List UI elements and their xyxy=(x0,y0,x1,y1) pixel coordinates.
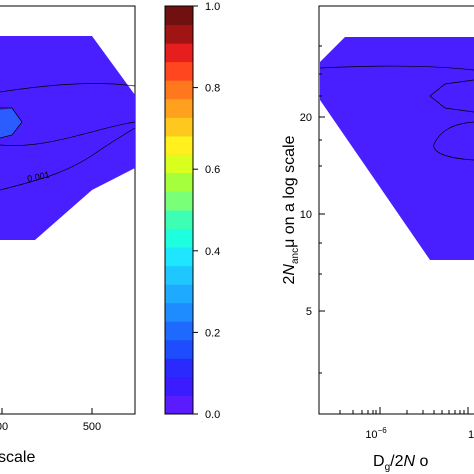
ylabel-n: N xyxy=(281,264,298,276)
colorbar-tick-label: 0.6 xyxy=(205,164,220,176)
colorbar-cell xyxy=(165,247,193,267)
colorbar-cell xyxy=(165,376,193,396)
ylabel-pre: 2 xyxy=(281,276,298,285)
xlabel-n: N xyxy=(403,453,415,470)
colorbar-cell xyxy=(165,43,193,63)
right-x-tick-label: 10−6 xyxy=(365,426,387,441)
colorbar-cell xyxy=(165,6,193,26)
right-y-ticks xyxy=(319,45,325,374)
right-contour-line-1 xyxy=(319,65,474,71)
colorbar: 1.0 0.8 0.6 0.4 0.2 0.0 xyxy=(164,1,220,421)
left-contour-line-2 xyxy=(0,107,23,139)
colorbar-frame xyxy=(164,5,194,415)
colorbar-tick-label: 0.8 xyxy=(205,83,220,95)
colorbar-tick-label: 0.2 xyxy=(205,327,220,339)
right-y-tick-label: 5 xyxy=(306,306,312,318)
colorbar-cell xyxy=(165,24,193,44)
left-contour-label: 0.001 xyxy=(26,169,50,183)
left-contour-line-3 xyxy=(0,121,136,146)
right-x-axis-label: Dg/2N o xyxy=(373,453,428,473)
ylabel-post: μ on a log scale xyxy=(281,135,298,248)
right-y-axis-label: 2Nancμ on a log scale xyxy=(281,135,301,284)
colorbar-cell xyxy=(165,358,193,378)
colorbar-tick-label: 0.4 xyxy=(205,246,220,258)
right-y-tick-label: 10 xyxy=(300,209,312,221)
left-x-tick-label: 500 xyxy=(83,421,101,433)
colorbar-cell xyxy=(165,302,193,322)
xlabel-sub: g xyxy=(385,462,391,473)
right-panel: 20 10 5 10−6 1 2Nancμ on a log scale xyxy=(281,5,474,473)
ylabel-sub: anc xyxy=(290,248,301,264)
xlabel-pre: D xyxy=(373,453,385,470)
colorbar-cell xyxy=(165,191,193,211)
right-plot-frame xyxy=(318,5,474,415)
xlabel-tail: o xyxy=(415,453,428,470)
left-x-tick-label-partial: 00 xyxy=(0,421,8,433)
right-x-tick-exponent: −6 xyxy=(378,426,388,435)
right-x-tick-label-partial: 1 xyxy=(468,429,474,441)
right-x-ticks xyxy=(339,407,469,414)
left-inner-region xyxy=(0,108,22,138)
colorbar-cell xyxy=(165,210,193,230)
right-y-tick-label: 20 xyxy=(300,112,312,124)
right-contour-fill xyxy=(320,37,474,260)
colorbar-cell xyxy=(165,98,193,118)
colorbar-cell xyxy=(165,284,193,304)
right-contour-line-2 xyxy=(429,79,474,113)
xlabel-post: /2 xyxy=(390,453,403,470)
left-panel: 0.001 500 00 scale xyxy=(0,5,136,466)
colorbar-cell xyxy=(165,172,193,192)
colorbar-cell xyxy=(165,339,193,359)
right-contour-line-3 xyxy=(433,121,474,161)
left-contour-line-4 xyxy=(0,127,136,191)
colorbar-cell xyxy=(165,265,193,285)
colorbar-cell xyxy=(165,154,193,174)
colorbar-cell xyxy=(165,395,193,415)
right-x-tick-base: 10 xyxy=(365,429,377,441)
colorbar-cell xyxy=(165,228,193,248)
colorbar-tick-label: 1.0 xyxy=(205,1,220,13)
left-plot-frame xyxy=(0,5,136,415)
colorbar-cell xyxy=(165,321,193,341)
colorbar-tick-label: 0.0 xyxy=(205,409,220,421)
colorbar-cell xyxy=(165,135,193,155)
colorbar-cell xyxy=(165,61,193,81)
colorbar-cell xyxy=(165,117,193,137)
left-contour-line-1 xyxy=(0,83,136,93)
left-x-axis-label: scale xyxy=(0,449,35,466)
colorbar-cell xyxy=(165,80,193,100)
